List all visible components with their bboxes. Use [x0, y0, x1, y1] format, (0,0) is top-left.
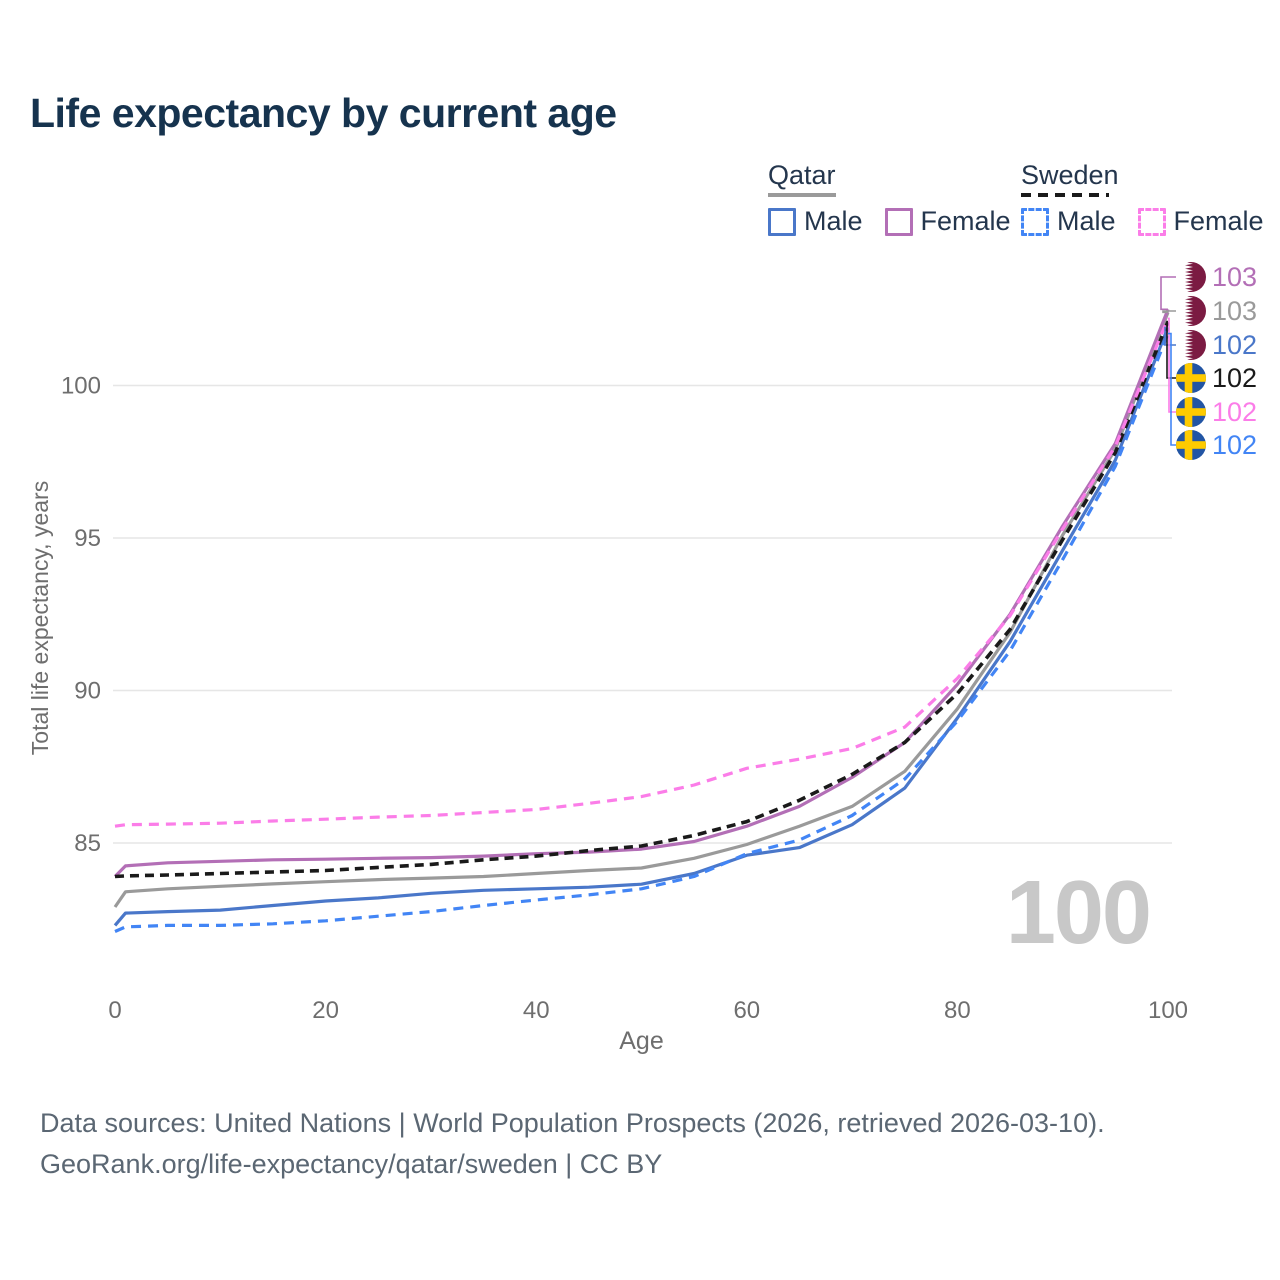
leader-sweden-female [1168, 317, 1176, 413]
y-tick-95: 95 [74, 525, 101, 552]
x-tick-60: 60 [733, 997, 760, 1024]
x-tick-100: 100 [1148, 997, 1188, 1024]
qatar-flag-icon [1176, 296, 1206, 326]
y-axis-title: Total life expectancy, years [27, 481, 53, 755]
line-sweden-male[interactable] [114, 333, 1170, 933]
end-label-qatar-male[interactable]: 102 [1212, 330, 1257, 360]
leader-qatar-both-sexes [1162, 310, 1176, 314]
legend-country-sweden[interactable]: Sweden [1021, 160, 1119, 190]
line-sweden-both-sexes[interactable] [114, 320, 1170, 879]
sweden-flag-icon [1176, 430, 1206, 460]
end-label-sweden-male[interactable]: 102 [1212, 430, 1257, 460]
legend-country-qatar[interactable]: Qatar [768, 160, 836, 190]
legend-swatch-qatar-male[interactable] [768, 207, 796, 236]
source-line-2[interactable]: GeoRank.org/life-expectancy/qatar/sweden… [40, 1149, 663, 1179]
legend-swatch-qatar-female[interactable] [884, 207, 913, 236]
legend-swatch-sweden-male[interactable] [1021, 207, 1049, 236]
legend-line-swatch-sweden-total [1021, 193, 1109, 197]
source-note: Data sources: United Nations | World Pop… [40, 1103, 1105, 1185]
line-qatar-both-sexes[interactable] [113, 311, 1170, 908]
end-label-qatar-female[interactable]: 103 [1212, 262, 1257, 292]
qatar-flag-icon [1176, 262, 1206, 292]
y-tick-100: 100 [61, 373, 101, 400]
end-label-sweden-female[interactable]: 102 [1212, 397, 1257, 427]
x-tick-80: 80 [944, 997, 971, 1024]
qatar-flag-icon [1176, 330, 1206, 360]
end-label-qatar-both-sexes[interactable]: 103 [1212, 296, 1257, 326]
legend-line-swatch-qatar-total [768, 193, 836, 197]
x-axis-title: Age [619, 1027, 663, 1055]
legend-label-sweden-male[interactable]: Male [1057, 206, 1116, 236]
legend-label-qatar-male[interactable]: Male [804, 206, 863, 236]
legend-label-sweden-female[interactable]: Female [1173, 206, 1264, 236]
age-watermark: 100 [1005, 863, 1152, 963]
legend-label-qatar-female[interactable]: Female [920, 206, 1011, 236]
line-sweden-female[interactable] [114, 317, 1170, 828]
leader-qatar-female [1160, 276, 1176, 311]
chart-title: Life expectancy by current age [30, 90, 617, 136]
y-tick-90: 90 [74, 678, 101, 705]
x-tick-20: 20 [312, 997, 339, 1024]
legend-group-qatar: Qatar Male Female [768, 160, 1033, 237]
legend-group-sweden: Sweden Male Female [1021, 160, 1280, 237]
sweden-flag-icon [1176, 397, 1206, 427]
sweden-flag-icon [1176, 363, 1206, 393]
x-tick-40: 40 [523, 997, 550, 1024]
y-tick-85: 85 [74, 830, 101, 857]
legend-swatch-sweden-female[interactable] [1137, 207, 1166, 236]
end-label-sweden-both-sexes[interactable]: 102 [1212, 363, 1257, 393]
leader-sweden-male [1168, 332, 1176, 446]
line-qatar-female[interactable] [113, 308, 1170, 878]
line-qatar-male[interactable] [113, 326, 1170, 927]
source-line-1: Data sources: United Nations | World Pop… [40, 1108, 1105, 1138]
x-tick-0: 0 [108, 997, 121, 1024]
